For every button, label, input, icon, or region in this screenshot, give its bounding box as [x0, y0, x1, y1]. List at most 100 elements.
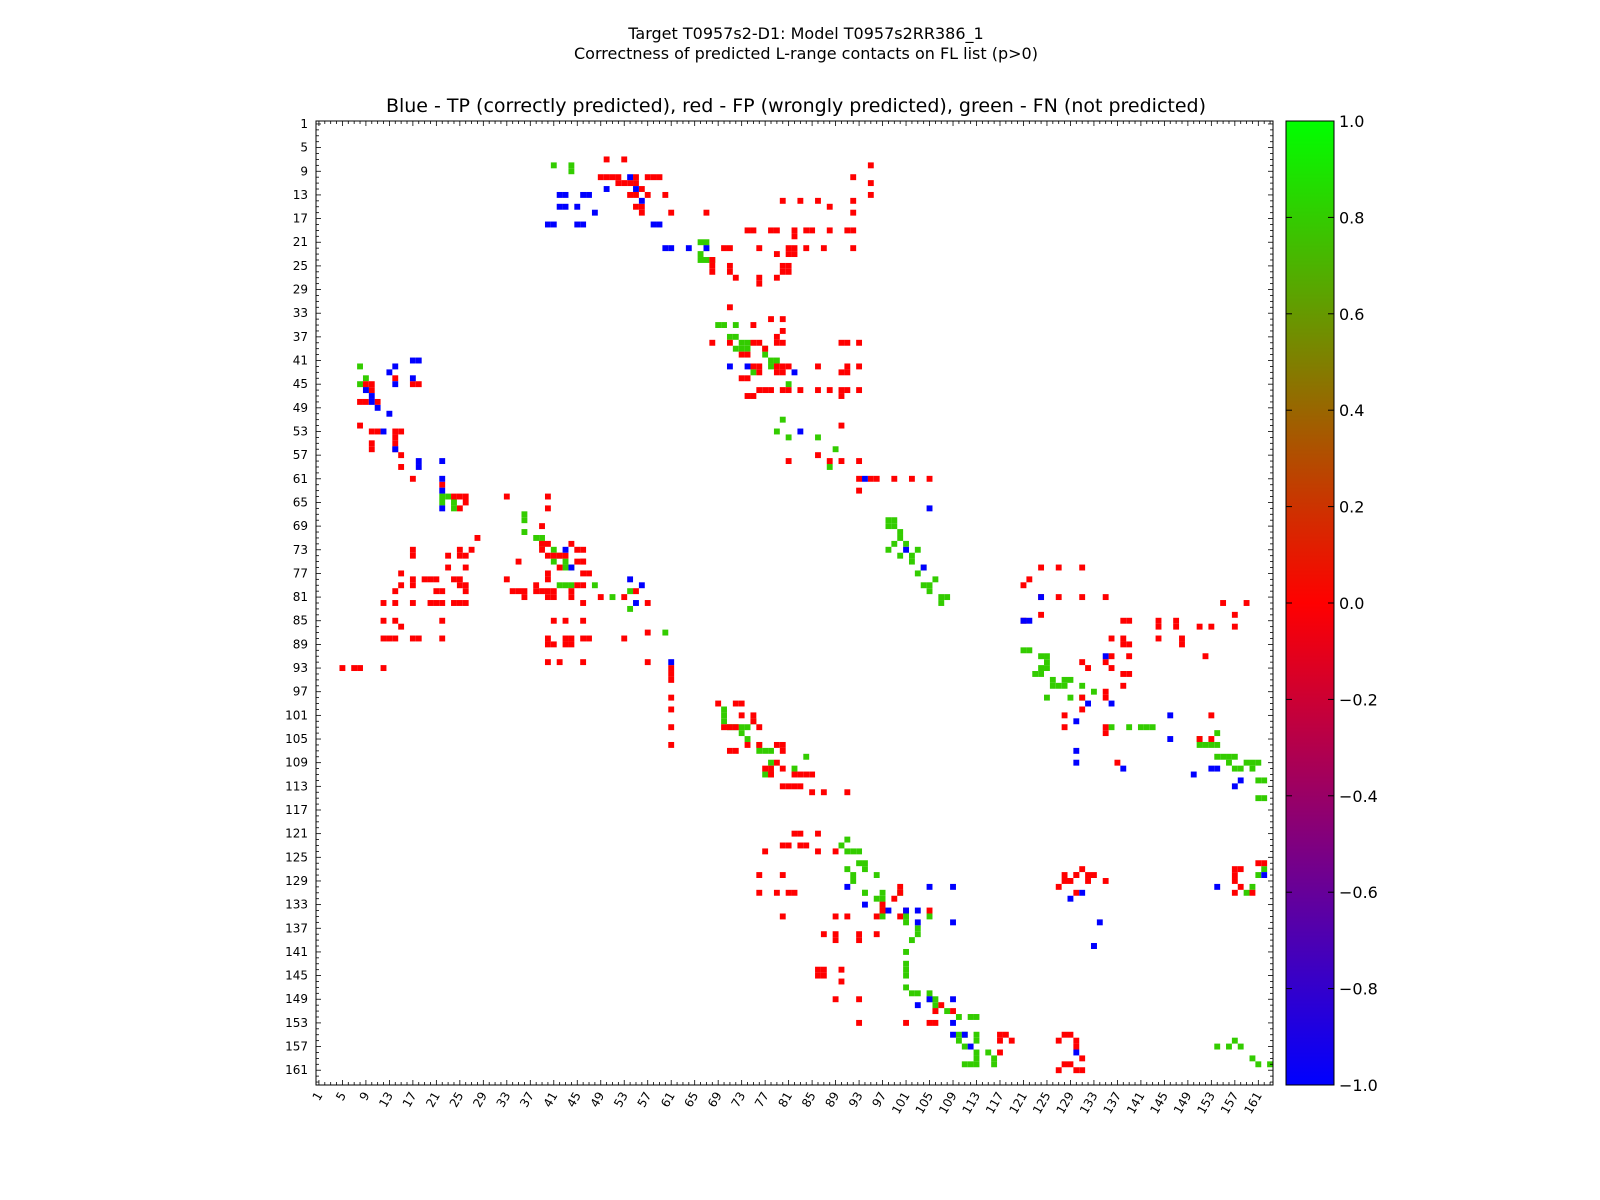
- cell-fn: [662, 629, 669, 636]
- cell-fp: [1196, 623, 1203, 630]
- cell-tp: [392, 381, 399, 388]
- x-tick-label: 153: [1194, 1090, 1218, 1117]
- cell-tp: [862, 475, 868, 482]
- cell-tp: [574, 221, 581, 228]
- cell-fp: [1243, 600, 1250, 606]
- y-tick-label: 69: [293, 519, 308, 533]
- cell-fp: [427, 600, 434, 606]
- cell-tp: [562, 203, 569, 210]
- cell-fn: [1044, 694, 1050, 701]
- cell-fp: [709, 257, 716, 263]
- cell-fn: [838, 842, 845, 849]
- cell-fp: [539, 540, 545, 547]
- cell-tp: [439, 475, 446, 482]
- cell-fp: [850, 245, 857, 252]
- cell-fp: [756, 724, 763, 731]
- cell-fp: [850, 209, 857, 216]
- cell-fn: [803, 753, 810, 760]
- cell-tp: [1214, 883, 1221, 890]
- cell-fp: [568, 588, 575, 595]
- cell-fn: [697, 239, 704, 246]
- cell-fp: [756, 339, 763, 346]
- cell-fp: [597, 174, 604, 181]
- cell-fn: [768, 363, 774, 370]
- cell-tp: [703, 245, 710, 252]
- cell-fp: [539, 546, 545, 553]
- cell-tp: [556, 191, 563, 198]
- cell-fn: [932, 996, 939, 1003]
- cell-fp: [1061, 724, 1068, 731]
- cell-fp: [785, 387, 792, 394]
- cell-fp: [392, 434, 399, 441]
- cell-fp: [1102, 594, 1109, 601]
- cell-fp: [568, 635, 575, 642]
- cell-fn: [744, 724, 751, 731]
- cell-fn: [914, 931, 921, 938]
- cell-fp: [773, 363, 780, 370]
- colorbar-ticks: 1.0 0.8 0.6 0.4 0.2 0.0 −0.2 −0.4 −0.6 −0.8 −1.0: [1286, 112, 1378, 1095]
- cell-fp: [838, 422, 845, 429]
- cell-fp: [386, 635, 393, 642]
- cell-fp: [756, 280, 763, 287]
- cell-tp: [1090, 943, 1097, 949]
- cell-fn: [768, 759, 774, 766]
- y-tick-label: 157: [285, 1040, 308, 1054]
- cell-fp: [738, 712, 745, 719]
- cell-fp: [609, 174, 616, 181]
- cell-fn: [1226, 759, 1232, 766]
- cell-fp: [409, 475, 416, 482]
- x-tick-label: 121: [1006, 1090, 1030, 1117]
- cell-fp: [721, 245, 727, 252]
- cell-fp: [603, 156, 610, 163]
- cell-fp: [838, 387, 845, 394]
- cell-fp: [803, 771, 810, 778]
- y-tick-label: 121: [285, 827, 308, 841]
- cell-fp: [820, 245, 827, 252]
- cell-fn: [903, 913, 909, 920]
- cell-fn: [768, 357, 774, 364]
- cell-fp: [997, 1037, 1003, 1044]
- cell-fp: [456, 493, 463, 500]
- cell-tp: [392, 363, 399, 370]
- cell-fp: [521, 588, 528, 595]
- cell-fp: [556, 552, 563, 559]
- cell-tp: [662, 245, 669, 252]
- plot-title: Blue - TP (correctly predicted), red - F…: [386, 95, 1206, 117]
- cell-fp: [644, 191, 651, 198]
- cell-fp: [1102, 730, 1109, 737]
- cell-fp: [721, 724, 727, 731]
- cell-fp: [1231, 878, 1238, 884]
- cell-fp: [533, 588, 540, 595]
- cell-fp: [462, 582, 469, 589]
- cell-fp: [1079, 659, 1086, 666]
- cell-fp: [726, 747, 733, 754]
- cell-fp: [1196, 736, 1203, 742]
- cell-fn: [1220, 753, 1227, 760]
- y-tick-label: 81: [293, 590, 308, 604]
- cell-fp: [1173, 623, 1180, 630]
- cell-fn: [961, 1061, 968, 1068]
- cell-fn: [1044, 659, 1050, 666]
- cell-tp: [580, 191, 587, 198]
- cell-fn: [844, 836, 851, 843]
- x-tick-label: 93: [846, 1090, 866, 1110]
- cell-tp: [1026, 617, 1033, 624]
- cell-fp: [773, 759, 780, 766]
- cell-fn: [703, 239, 710, 246]
- y-tick-label: 133: [285, 898, 308, 912]
- cell-fn: [1049, 682, 1056, 689]
- cell-fp: [820, 931, 827, 938]
- y-tick-label: 61: [293, 472, 308, 486]
- cell-fp: [409, 582, 416, 589]
- cell-fp: [815, 848, 821, 855]
- cell-fn: [973, 1014, 980, 1020]
- colorbar-tick-label: −0.6: [1339, 883, 1378, 902]
- x-tick-label: 101: [889, 1090, 913, 1117]
- cell-fn: [967, 1014, 974, 1020]
- x-tick-label: 141: [1124, 1090, 1148, 1117]
- colorbar-tick-label: 0.4: [1339, 401, 1364, 420]
- cell-fn: [973, 1031, 980, 1038]
- cell-fp: [357, 398, 363, 405]
- cell-fn: [1108, 724, 1115, 731]
- cell-fp: [826, 227, 833, 234]
